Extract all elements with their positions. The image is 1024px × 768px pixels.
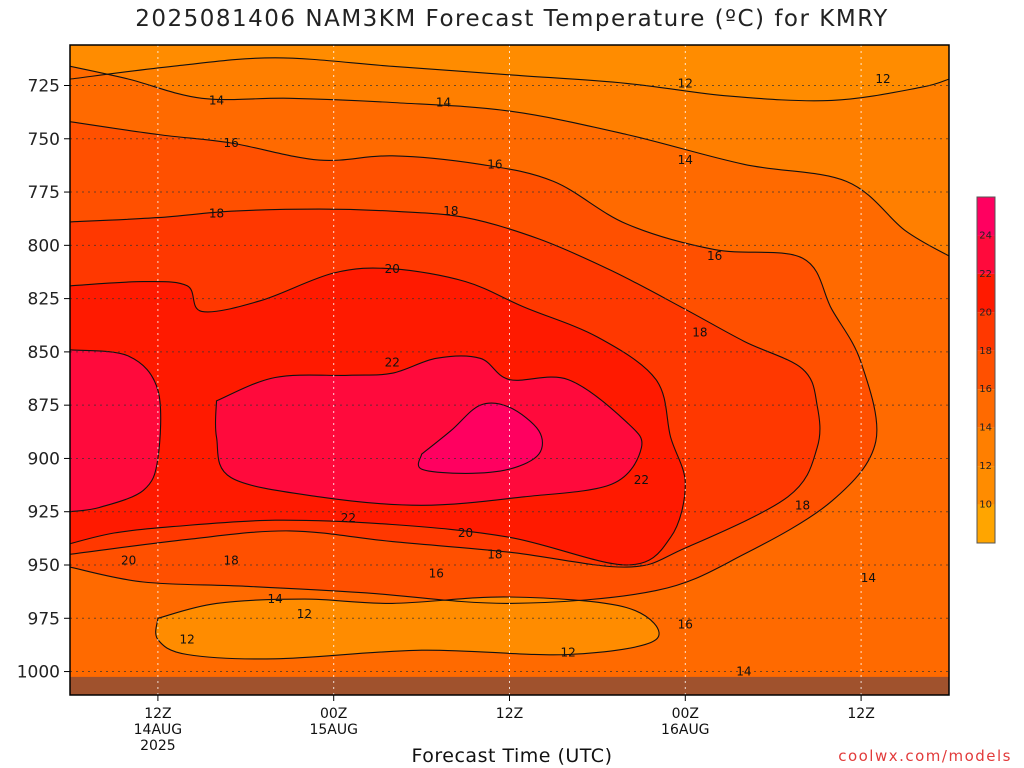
contour-label: 12 <box>297 607 312 621</box>
contour-label: 14 <box>678 153 693 167</box>
x-tick-label: 00Z <box>672 706 699 722</box>
contour-label: 22 <box>341 511 356 525</box>
contour-label: 18 <box>692 326 707 340</box>
y-tick-label: 800 <box>28 236 60 256</box>
contour-label: 18 <box>487 547 502 561</box>
contour-label: 12 <box>875 72 890 86</box>
contour-label: 14 <box>436 96 451 110</box>
contour-label: 20 <box>385 262 400 276</box>
colorbar-segment <box>977 427 995 467</box>
contour-labels: 14 14 12 12 16 16 14 18 18 16 20 18 22 22 18 22 20 18 16 20… <box>121 72 891 678</box>
contour-label: 16 <box>678 618 693 632</box>
x-tick-label: 2025 <box>140 738 176 754</box>
page-title: 2025081406 NAM3KM Forecast Temperature (… <box>135 6 889 32</box>
y-tick-label: 775 <box>28 183 60 203</box>
contour-label: 22 <box>634 473 649 487</box>
x-tick-label: 12Z <box>847 706 874 722</box>
colorbar-tick-label: 22 <box>979 269 992 280</box>
contour-line-24 <box>417 402 544 474</box>
fill-low-cool-pool <box>155 596 660 659</box>
x-tick-label: 15AUG <box>309 722 358 738</box>
contour-label: 14 <box>861 571 876 585</box>
contour-label: 14 <box>736 665 751 679</box>
x-tick-label: 14AUG <box>134 722 183 738</box>
colorbar-tick-label: 14 <box>979 423 992 434</box>
contour-label: 22 <box>385 356 400 370</box>
colorbar-segment <box>977 197 995 236</box>
contour-line-16 <box>70 121 878 604</box>
colorbar: 10 12 14 16 18 20 22 24 <box>976 196 996 544</box>
contour-label: 12 <box>180 633 195 647</box>
colorbar-segment <box>977 273 995 313</box>
contour-line-18 <box>70 208 821 568</box>
contour-label: 18 <box>224 554 239 568</box>
x-tick-label: 12Z <box>144 706 171 722</box>
colorbar-tick-label: 16 <box>979 384 992 395</box>
fill-below-12 <box>70 45 949 101</box>
y-tick-label: 900 <box>28 449 60 469</box>
contour-label: 12 <box>678 76 693 90</box>
colorbar-segment <box>977 389 995 428</box>
x-tick-label: 12Z <box>496 706 523 722</box>
contour-label: 16 <box>487 157 502 171</box>
y-tick-label: 1000 <box>17 663 60 683</box>
contour-label: 20 <box>458 526 473 540</box>
contour-label: 16 <box>224 136 239 150</box>
y-tick-label: 850 <box>28 343 60 363</box>
fill-core-24 <box>418 403 543 474</box>
colorbar-tick-label: 24 <box>979 230 992 241</box>
fill-core-22b <box>70 349 161 512</box>
x-tick-label: 00Z <box>320 706 347 722</box>
colorbar-segment <box>977 350 995 390</box>
y-tick-label: 825 <box>28 290 60 310</box>
y-axis-ticks: 725 750 775 800 825 850 875 900 925 950 975 1000 <box>17 76 70 683</box>
contour-label: 14 <box>267 592 282 606</box>
contour-label: 14 <box>209 93 224 107</box>
contour-line-20 <box>70 267 686 566</box>
contour-label: 12 <box>560 645 575 659</box>
y-tick-label: 875 <box>28 396 60 416</box>
contour-line-22a <box>214 355 643 506</box>
contour-line-12 <box>70 57 949 102</box>
colorbar-segment <box>977 504 995 543</box>
contour-label: 18 <box>209 206 224 220</box>
y-tick-label: 725 <box>28 76 60 96</box>
contour-line-22b <box>70 349 162 513</box>
contour-label: 16 <box>429 567 444 581</box>
colorbar-tick-label: 20 <box>979 307 992 318</box>
ground-surface <box>70 676 949 695</box>
y-tick-label: 975 <box>28 609 60 629</box>
colorbar-segment <box>977 235 995 274</box>
colorbar-segment <box>977 466 995 505</box>
colorbar-tick-label: 18 <box>979 346 992 357</box>
y-tick-label: 750 <box>28 130 60 150</box>
contour-label: 18 <box>795 498 810 512</box>
site-credit: coolwx.com/models <box>838 747 1012 765</box>
x-axis-title: Forecast Time (UTC) <box>411 745 613 767</box>
y-tick-label: 925 <box>28 503 60 523</box>
contour-label: 18 <box>443 204 458 218</box>
y-tick-label: 950 <box>28 556 60 576</box>
contour-label: 16 <box>707 249 722 263</box>
x-tick-label: 16AUG <box>661 722 710 738</box>
colorbar-tick-label: 10 <box>979 500 992 511</box>
temperature-fills <box>70 45 949 695</box>
colorbar-tick-label: 12 <box>979 461 992 472</box>
ground-fill <box>70 676 949 695</box>
contour-label: 20 <box>121 554 136 568</box>
fill-core-22a <box>215 355 642 506</box>
colorbar-border <box>976 196 996 544</box>
grid-lines <box>70 45 949 695</box>
colorbar-segment <box>977 312 995 351</box>
contour-line-12-low <box>155 596 660 660</box>
